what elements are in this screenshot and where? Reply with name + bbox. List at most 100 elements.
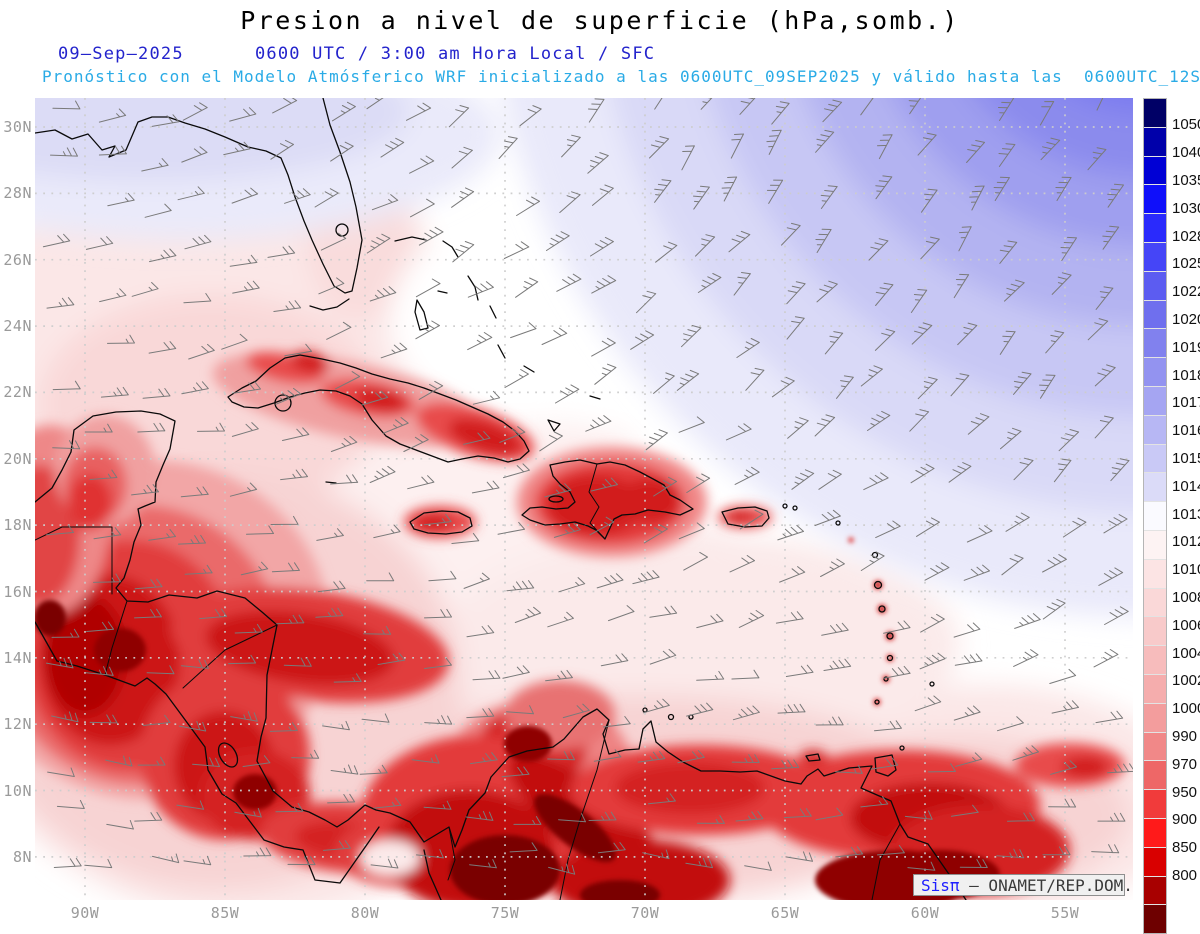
watermark-brand: Sisπ <box>921 876 960 895</box>
colorbar-cell <box>1144 184 1166 214</box>
lat-label: 12N <box>3 715 32 734</box>
colorbar-label: 1035 <box>1172 171 1200 189</box>
forecast-line: Pronóstico con el Modelo Atmósferico WRF… <box>42 67 1200 86</box>
colorbar-cell <box>1144 299 1166 329</box>
coast-caicos <box>589 395 601 400</box>
colorbar-label: 1022 <box>1172 283 1200 301</box>
island-virgin-1 <box>782 503 788 509</box>
pressure-field-blue <box>35 98 1133 617</box>
island-guadeloupe <box>873 580 883 590</box>
coast-eleuthera <box>467 275 479 301</box>
colorbar-cell <box>1144 904 1166 934</box>
lon-label: 65W <box>770 904 800 922</box>
coast-pacific-colombia <box>423 849 442 900</box>
lat-label: 30N <box>3 118 32 136</box>
colorbar-cell <box>1144 645 1166 674</box>
coast-andros <box>414 299 429 331</box>
coast-cuba <box>227 354 530 463</box>
coast-pacific-central-america <box>35 621 380 884</box>
colorbar-label: 1050 <box>1172 116 1200 134</box>
colorbar-label: 1018 <box>1172 366 1200 384</box>
colorbar-label: 850 <box>1172 839 1198 857</box>
colorbar-label: 1030 <box>1172 199 1200 217</box>
colorbar-label: 950 <box>1172 783 1198 801</box>
lat-label: 22N <box>3 383 32 402</box>
island-margarita <box>805 753 821 762</box>
wind-barbs <box>42 98 1133 875</box>
colorbar-cell <box>1144 99 1166 127</box>
colorbar-cell <box>1144 846 1166 876</box>
colorbar-cell <box>1144 501 1166 530</box>
coast-grand-cayman <box>325 481 337 484</box>
colorbar-label: 1006 <box>1172 616 1200 634</box>
coast-florida-keys <box>309 298 350 311</box>
colorbar-label: 1016 <box>1172 422 1200 440</box>
lon-label: 55W <box>1050 904 1080 922</box>
colorbar-label: 990 <box>1172 727 1198 745</box>
coast-jamaica <box>409 510 473 535</box>
lon-label: 70W <box>630 904 660 922</box>
border-colombia-venezuela <box>559 719 610 900</box>
time-label: 0600 UTC / 3:00 am Hora Local / SFC <box>255 44 656 64</box>
colorbar-cell <box>1144 789 1166 818</box>
colorbar-label: 1019 <box>1172 338 1200 356</box>
coast-central-america-caribbean <box>35 410 967 900</box>
coast-hispaniola <box>521 459 694 540</box>
colorbar-label: 1028 <box>1172 227 1200 245</box>
island-st-vincent <box>883 676 889 682</box>
watermark-text: – ONAMET/REP.DOM. <box>959 876 1133 895</box>
coast-new-providence <box>437 290 448 294</box>
lat-label: 14N <box>3 648 32 667</box>
colorbar-cell <box>1144 357 1166 386</box>
colorbar-label: 1017 <box>1172 394 1200 412</box>
coast-cat-island <box>489 305 497 319</box>
lat-label: 24N <box>3 317 32 336</box>
island-st-lucia <box>886 654 894 662</box>
colorbar-cell <box>1144 760 1166 790</box>
island-curacao <box>667 713 675 721</box>
border-mexico-guatemala-belize <box>35 526 113 595</box>
colorbar-label: 1014 <box>1172 477 1200 495</box>
date-label: 09–Sep–2025 <box>58 44 184 64</box>
gonave-island <box>548 495 564 503</box>
colorbar-cell <box>1144 529 1166 559</box>
island-grenada <box>874 699 880 705</box>
coast-puerto-rico <box>721 506 770 528</box>
colorbar-label: 1013 <box>1172 505 1200 523</box>
colorbar-cell <box>1144 673 1166 703</box>
isle-of-youth <box>274 394 292 412</box>
colorbar-cell <box>1144 817 1166 847</box>
coast-long-island <box>497 344 506 359</box>
island-dominica <box>878 605 886 613</box>
colorbar-label: 970 <box>1172 755 1198 773</box>
colorbar <box>1143 98 1167 934</box>
colorbar-label: 1015 <box>1172 449 1200 467</box>
border-venezuela-guyana <box>871 823 901 900</box>
colorbar-cell <box>1144 126 1166 156</box>
lat-label: 20N <box>3 449 32 468</box>
colorbar-cell <box>1144 414 1166 444</box>
coast-trinidad <box>874 754 897 777</box>
island-virgin-2 <box>792 505 798 511</box>
colorbar-label: 1008 <box>1172 588 1200 606</box>
colorbar-cell <box>1144 155 1166 185</box>
colorbar-cell <box>1144 587 1166 617</box>
colorbar-label: 1040 <box>1172 144 1200 162</box>
lat-label: 28N <box>3 184 32 203</box>
colorbar-cell <box>1144 702 1166 732</box>
island-tobago <box>899 745 905 751</box>
border-guatemala-honduras <box>104 600 128 676</box>
colorbar-cell <box>1144 558 1166 588</box>
colorbar-label: 1020 <box>1172 310 1200 328</box>
border-panama-colombia <box>447 826 456 881</box>
coastlines <box>35 98 967 900</box>
lat-label: 26N <box>3 250 32 269</box>
lon-label: 80W <box>350 904 380 922</box>
lon-label: 60W <box>910 904 940 922</box>
coast-grand-bahama <box>394 236 427 242</box>
colorbar-cell <box>1144 443 1166 473</box>
colorbar-cell <box>1144 270 1166 300</box>
colorbar-cell <box>1144 385 1166 415</box>
colorbar-label: 900 <box>1172 811 1198 829</box>
